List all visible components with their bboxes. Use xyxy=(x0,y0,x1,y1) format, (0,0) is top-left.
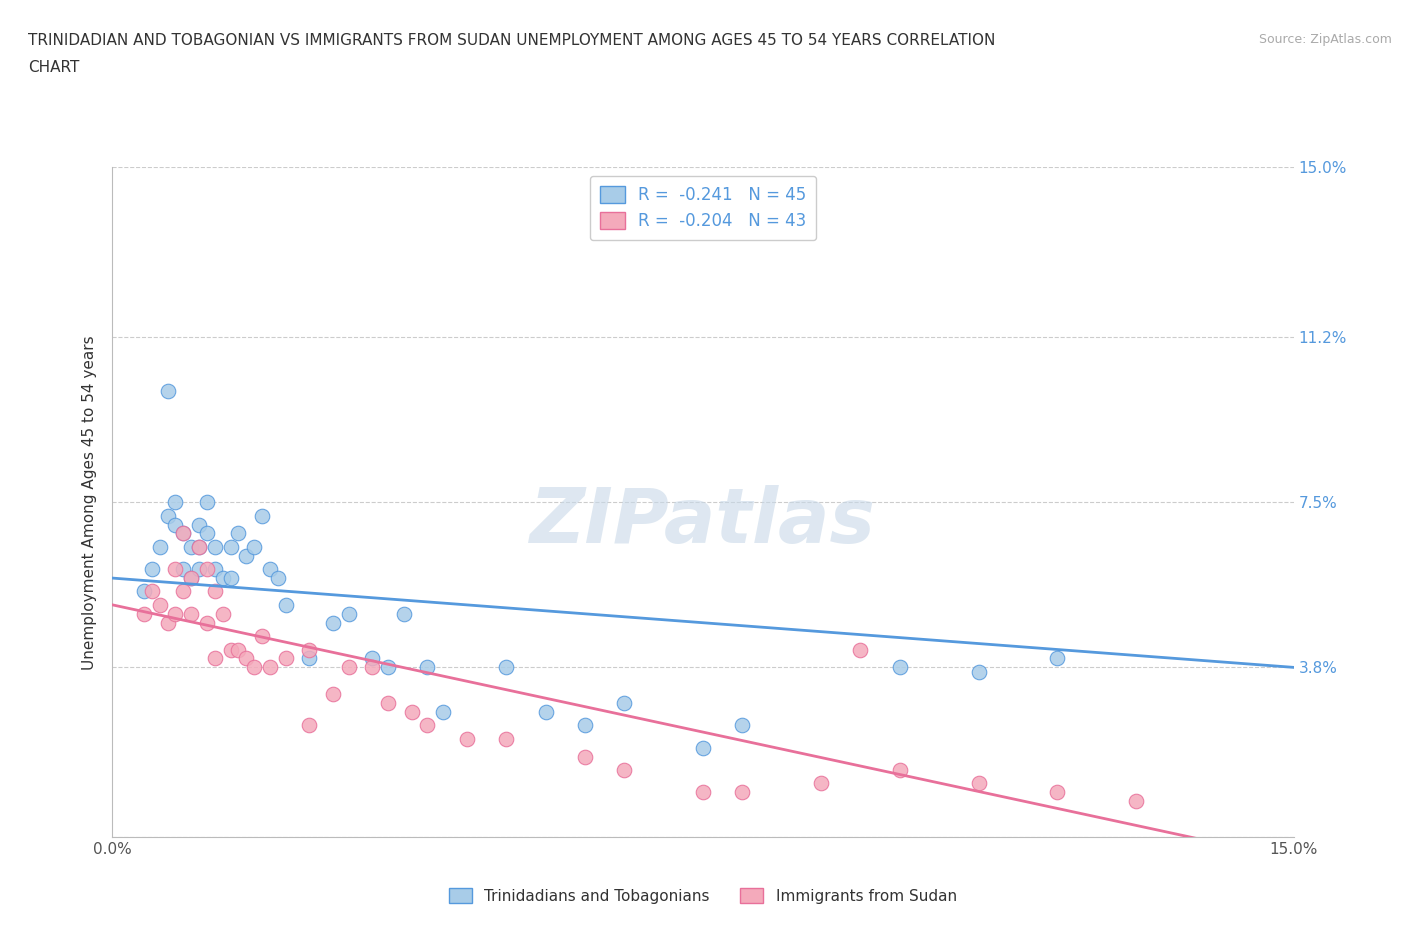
Point xyxy=(188,517,211,532)
Point xyxy=(235,549,257,564)
Point xyxy=(195,616,218,631)
Point xyxy=(149,597,172,612)
Point xyxy=(298,651,321,666)
Point xyxy=(165,517,187,532)
Point xyxy=(235,651,257,666)
Point xyxy=(731,718,754,733)
Point xyxy=(195,526,218,541)
Text: TRINIDADIAN AND TOBAGONIAN VS IMMIGRANTS FROM SUDAN UNEMPLOYMENT AMONG AGES 45 T: TRINIDADIAN AND TOBAGONIAN VS IMMIGRANTS… xyxy=(28,33,995,47)
Point xyxy=(180,539,202,554)
Point xyxy=(416,660,439,675)
Point xyxy=(967,776,990,790)
Point xyxy=(692,785,714,800)
Point xyxy=(219,642,242,657)
Point xyxy=(250,629,273,644)
Point xyxy=(361,660,384,675)
Y-axis label: Unemployment Among Ages 45 to 54 years: Unemployment Among Ages 45 to 54 years xyxy=(82,335,97,670)
Text: ZIPatlas: ZIPatlas xyxy=(530,485,876,559)
Point xyxy=(228,526,250,541)
Point xyxy=(165,562,187,577)
Point xyxy=(692,740,714,755)
Point xyxy=(889,660,911,675)
Point xyxy=(204,651,226,666)
Point xyxy=(613,763,636,777)
Point xyxy=(219,571,242,586)
Point xyxy=(250,508,273,523)
Point xyxy=(172,526,194,541)
Point xyxy=(132,584,155,599)
Point xyxy=(141,562,163,577)
Point xyxy=(156,383,179,398)
Point xyxy=(195,495,218,510)
Point xyxy=(180,571,202,586)
Point xyxy=(274,597,297,612)
Point xyxy=(810,776,832,790)
Point xyxy=(243,539,266,554)
Point xyxy=(204,562,226,577)
Point xyxy=(180,606,202,621)
Point xyxy=(1125,794,1147,809)
Point xyxy=(377,660,399,675)
Point xyxy=(495,731,517,746)
Point xyxy=(613,696,636,711)
Point xyxy=(132,606,155,621)
Point xyxy=(298,642,321,657)
Point xyxy=(456,731,478,746)
Text: Source: ZipAtlas.com: Source: ZipAtlas.com xyxy=(1258,33,1392,46)
Point xyxy=(322,686,344,701)
Point xyxy=(574,718,596,733)
Point xyxy=(165,495,187,510)
Point xyxy=(149,539,172,554)
Point xyxy=(495,660,517,675)
Point xyxy=(401,705,423,720)
Point xyxy=(534,705,557,720)
Point xyxy=(298,718,321,733)
Point xyxy=(967,664,990,679)
Point xyxy=(849,642,872,657)
Point xyxy=(337,660,360,675)
Point xyxy=(259,562,281,577)
Text: CHART: CHART xyxy=(28,60,80,75)
Point xyxy=(228,642,250,657)
Point xyxy=(211,571,233,586)
Point xyxy=(156,508,179,523)
Point xyxy=(243,660,266,675)
Legend: Trinidadians and Tobagonians, Immigrants from Sudan: Trinidadians and Tobagonians, Immigrants… xyxy=(443,882,963,910)
Point xyxy=(574,750,596,764)
Point xyxy=(337,606,360,621)
Point xyxy=(889,763,911,777)
Point xyxy=(172,584,194,599)
Point xyxy=(195,562,218,577)
Point xyxy=(188,562,211,577)
Point xyxy=(172,562,194,577)
Point xyxy=(322,616,344,631)
Point xyxy=(219,539,242,554)
Point xyxy=(180,571,202,586)
Point xyxy=(156,616,179,631)
Point xyxy=(204,539,226,554)
Point xyxy=(274,651,297,666)
Point xyxy=(188,539,211,554)
Point xyxy=(211,606,233,621)
Point xyxy=(267,571,290,586)
Point xyxy=(377,696,399,711)
Point xyxy=(188,539,211,554)
Point xyxy=(259,660,281,675)
Point xyxy=(432,705,454,720)
Point xyxy=(141,584,163,599)
Point xyxy=(165,606,187,621)
Point xyxy=(392,606,415,621)
Point xyxy=(361,651,384,666)
Point xyxy=(731,785,754,800)
Point xyxy=(204,584,226,599)
Point xyxy=(1046,785,1069,800)
Point xyxy=(416,718,439,733)
Point xyxy=(172,526,194,541)
Point xyxy=(1046,651,1069,666)
